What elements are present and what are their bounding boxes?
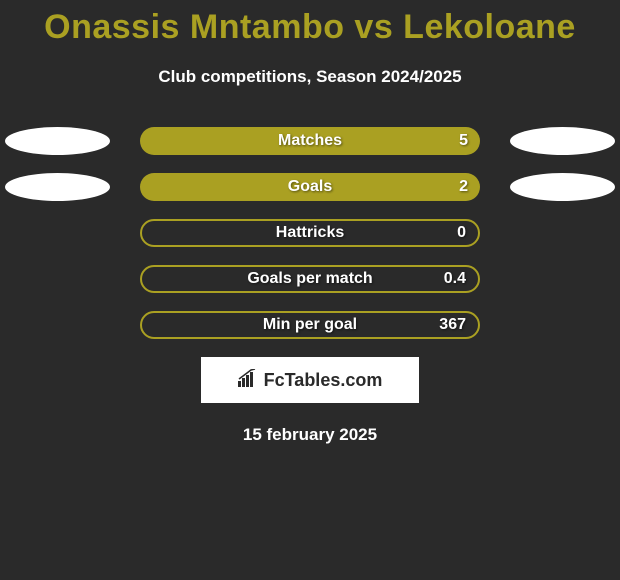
stat-bar: Matches 5	[140, 127, 480, 155]
stat-row: Matches 5	[0, 127, 620, 155]
stat-bar: Min per goal 367	[140, 311, 480, 339]
main-container: Onassis Mntambo vs Lekoloane Club compet…	[0, 0, 620, 445]
stat-bar: Hattricks 0	[140, 219, 480, 247]
left-ellipse	[5, 127, 110, 155]
stat-value: 367	[439, 316, 466, 334]
date-text: 15 february 2025	[0, 425, 620, 445]
stat-label: Goals	[288, 178, 332, 196]
stat-value: 0	[457, 224, 466, 242]
stat-bar: Goals per match 0.4	[140, 265, 480, 293]
stat-value: 0.4	[444, 270, 466, 288]
stat-label: Matches	[278, 132, 342, 150]
stat-value: 2	[459, 178, 468, 196]
stats-rows-container: Matches 5 Goals 2 Hattricks 0 Goals per match 0…	[0, 127, 620, 339]
page-title: Onassis Mntambo vs Lekoloane	[0, 8, 620, 47]
stat-label: Hattricks	[276, 224, 344, 242]
stat-row: Goals 2	[0, 173, 620, 201]
stat-label: Min per goal	[263, 316, 357, 334]
logo-label: FcTables.com	[264, 370, 383, 391]
chart-icon	[238, 369, 258, 392]
stat-row: Min per goal 367	[0, 311, 620, 339]
page-subtitle: Club competitions, Season 2024/2025	[0, 67, 620, 87]
stat-value: 5	[459, 132, 468, 150]
logo-box: FcTables.com	[201, 357, 419, 403]
stat-row: Hattricks 0	[0, 219, 620, 247]
stat-label: Goals per match	[247, 270, 372, 288]
right-ellipse	[510, 173, 615, 201]
logo-text-container: FcTables.com	[238, 369, 383, 392]
left-ellipse	[5, 173, 110, 201]
stat-row: Goals per match 0.4	[0, 265, 620, 293]
stat-bar: Goals 2	[140, 173, 480, 201]
right-ellipse	[510, 127, 615, 155]
